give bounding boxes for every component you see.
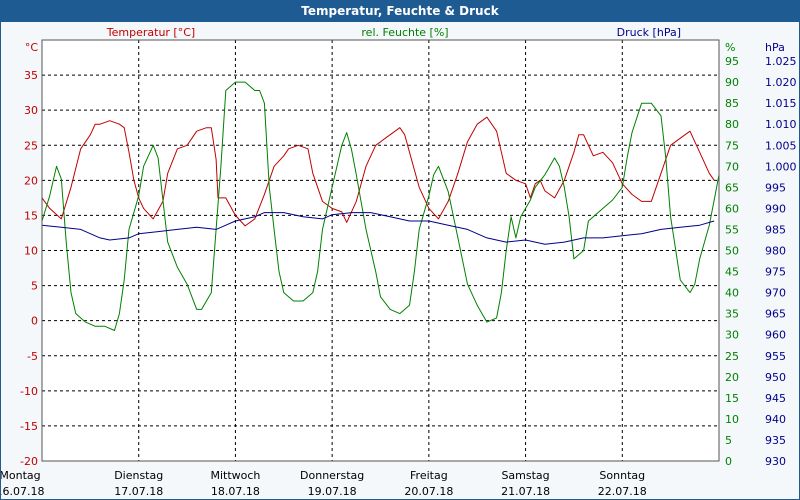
temp-tick-label: -20 [20,455,38,468]
temp-tick-label: -5 [27,350,38,363]
pressure-tick-label: 955 [765,350,786,363]
pressure-tick-label: 990 [765,202,786,215]
humidity-tick-label: 70 [725,160,739,173]
plot-border [41,39,720,462]
x-day-label: Sonntag [599,469,645,482]
temp-tick-label: 35 [24,69,38,82]
temp-tick-label: 10 [24,245,38,258]
humidity-tick-label: 25 [725,350,739,363]
x-day-label: Donnerstag [300,469,364,482]
humidity-tick-label: 75 [725,139,739,152]
x-day-label: Samstag [501,469,549,482]
pressure-tick-label: 985 [765,223,786,236]
humidity-tick-label: 45 [725,266,739,279]
pressure-tick-label: 970 [765,287,786,300]
pressure-tick-label: 965 [765,308,786,321]
x-date-label: 22.07.18 [598,485,647,498]
pressure-tick-label: 930 [765,455,786,468]
pressure-tick-label: 1.005 [765,139,797,152]
chart-title: Temperatur, Feuchte & Druck [1,1,799,22]
pressure-tick-label: 1.000 [765,160,797,173]
temp-tick-label: 25 [24,139,38,152]
humidity-tick-label: 85 [725,97,739,110]
humidity-tick-label: 95 [725,55,739,68]
x-day-label: Dienstag [114,469,163,482]
humidity-tick-label: 5 [725,434,732,447]
pressure-tick-label: 1.025 [765,55,797,68]
humidity-tick-label: 65 [725,181,739,194]
temp-unit-label: °C [25,41,39,54]
x-date-label: 20.07.18 [404,485,453,498]
pressure-tick-label: 1.010 [765,118,797,131]
humidity-tick-label: 60 [725,202,739,215]
humidity-tick-label: 55 [725,223,739,236]
temp-tick-label: 5 [31,280,38,293]
humidity-tick-label: 30 [725,329,739,342]
humidity-tick-label: 50 [725,245,739,258]
pressure-tick-label: 995 [765,181,786,194]
x-day-label: Freitag [410,469,448,482]
x-date-label: 16.07.18 [1,485,44,498]
pressure-tick-label: 960 [765,329,786,342]
pressure-tick-label: 980 [765,245,786,258]
pressure-tick-label: 1.015 [765,97,797,110]
x-day-label: Montag [1,469,41,482]
temp-tick-label: -10 [20,385,38,398]
pressure-tick-label: 1.020 [765,76,797,89]
temp-tick-label: -15 [20,420,38,433]
series-line-temperature [41,116,715,227]
series-line-pressure [41,212,715,245]
humidity-tick-label: 10 [725,413,739,426]
humidity-tick-label: 15 [725,392,739,405]
humidity-tick-label: 35 [725,308,739,321]
axis-text: -20 -15 -10 -5 0 5 10 15 20 25 30 35 °C 0 5 10 15 20 25 30 3… [1,26,797,498]
humidity-tick-label: 90 [725,76,739,89]
pressure-unit-label: hPa [765,41,785,54]
pressure-tick-label: 950 [765,371,786,384]
humidity-tick-label: 0 [725,455,732,468]
pressure-tick-label: 935 [765,434,786,447]
series-line-humidity [41,81,720,331]
x-date-label: 17.07.18 [114,485,163,498]
x-date-label: 21.07.18 [501,485,550,498]
temp-tick-label: 30 [24,104,38,117]
temp-tick-label: 15 [24,209,38,222]
humidity-tick-label: 80 [725,118,739,131]
humidity-tick-label: 40 [725,287,739,300]
pressure-tick-label: 940 [765,413,786,426]
x-date-label: 18.07.18 [211,485,260,498]
x-day-label: Mittwoch [210,469,260,482]
grid [42,40,719,461]
humidity-unit-label: % [725,41,735,54]
pressure-tick-label: 945 [765,392,786,405]
temp-tick-label: 20 [24,174,38,187]
pressure-axis-title: Druck [hPa] [617,26,681,39]
pressure-tick-label: 975 [765,266,786,279]
humidity-tick-label: 20 [725,371,739,384]
series-layer [41,81,720,331]
humidity-axis-title: rel. Feuchte [%] [361,26,448,39]
x-date-label: 19.07.18 [308,485,357,498]
temp-tick-label: 0 [31,315,38,328]
temperature-axis-title: Temperatur [°C] [106,26,195,39]
